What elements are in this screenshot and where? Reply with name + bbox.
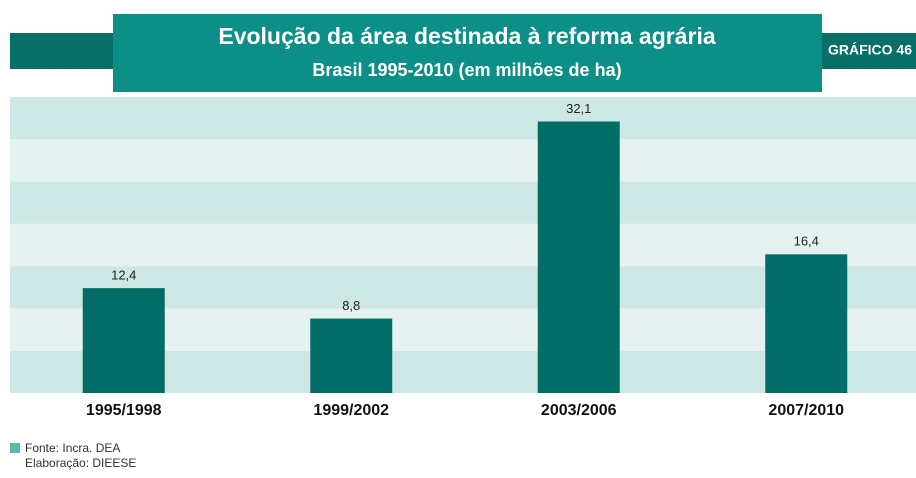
grid-band [10, 223, 916, 267]
grid-band [10, 181, 916, 224]
x-tick-label: 1995/1998 [86, 402, 162, 419]
title-box [113, 14, 822, 92]
chart-title: Evolução da área destinada à reforma agr… [218, 23, 715, 49]
source: Fonte: Incra. DEA [25, 441, 120, 455]
value-label: 32,1 [566, 101, 591, 116]
grid-band [10, 97, 916, 140]
chart-subtitle: Brasil 1995-2010 (em milhões de ha) [312, 60, 621, 80]
bar [765, 254, 848, 393]
bar [310, 318, 393, 393]
x-tick-label: 1999/2002 [313, 402, 389, 419]
x-tick-label: 2003/2006 [541, 402, 617, 419]
grid-band [10, 139, 916, 182]
bar [537, 121, 620, 394]
source-marker [10, 443, 20, 453]
credit: Elaboração: DIEESE [25, 456, 136, 470]
value-label: 16,4 [794, 234, 819, 249]
value-label: 8,8 [342, 298, 360, 313]
plot: 1995/1998 12,4 1999/2002 8,8 2003/2006 32,1 20… [10, 97, 916, 419]
value-label: 12,4 [111, 268, 136, 283]
badge: GRÁFICO 46 [828, 42, 912, 58]
bar [82, 288, 165, 393]
x-tick-label: 2007/2010 [768, 402, 844, 419]
